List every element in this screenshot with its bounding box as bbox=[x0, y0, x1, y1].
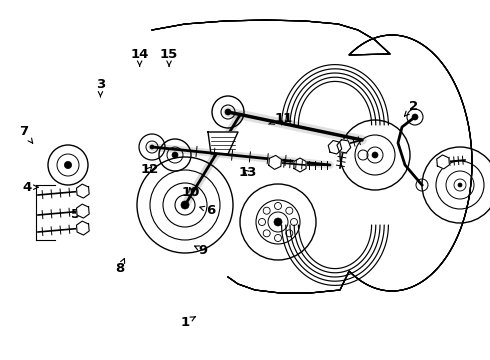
Polygon shape bbox=[76, 221, 89, 235]
Text: 11: 11 bbox=[269, 112, 293, 125]
Text: 9: 9 bbox=[195, 244, 208, 257]
Circle shape bbox=[372, 152, 378, 158]
Polygon shape bbox=[76, 204, 89, 218]
Text: 15: 15 bbox=[160, 48, 178, 66]
Circle shape bbox=[150, 145, 154, 149]
Text: 2: 2 bbox=[404, 100, 418, 116]
Text: 7: 7 bbox=[19, 125, 33, 143]
Circle shape bbox=[172, 152, 178, 158]
Polygon shape bbox=[294, 158, 306, 172]
Text: 5: 5 bbox=[72, 207, 86, 221]
Circle shape bbox=[64, 161, 72, 168]
Text: 3: 3 bbox=[96, 78, 105, 97]
Circle shape bbox=[458, 183, 462, 187]
Circle shape bbox=[225, 109, 231, 115]
Text: 10: 10 bbox=[182, 186, 200, 199]
Circle shape bbox=[181, 201, 189, 209]
Polygon shape bbox=[328, 140, 342, 154]
Circle shape bbox=[412, 114, 418, 120]
Polygon shape bbox=[269, 156, 281, 169]
Polygon shape bbox=[208, 132, 238, 154]
Text: 13: 13 bbox=[238, 166, 257, 179]
Polygon shape bbox=[76, 184, 89, 198]
Text: 6: 6 bbox=[200, 204, 215, 217]
Circle shape bbox=[274, 218, 282, 226]
Text: 14: 14 bbox=[130, 48, 149, 66]
Text: 1: 1 bbox=[181, 316, 195, 329]
Text: 4: 4 bbox=[23, 181, 38, 194]
Polygon shape bbox=[337, 140, 351, 153]
Text: 12: 12 bbox=[140, 163, 159, 176]
Polygon shape bbox=[437, 155, 449, 169]
Text: 8: 8 bbox=[116, 258, 124, 275]
